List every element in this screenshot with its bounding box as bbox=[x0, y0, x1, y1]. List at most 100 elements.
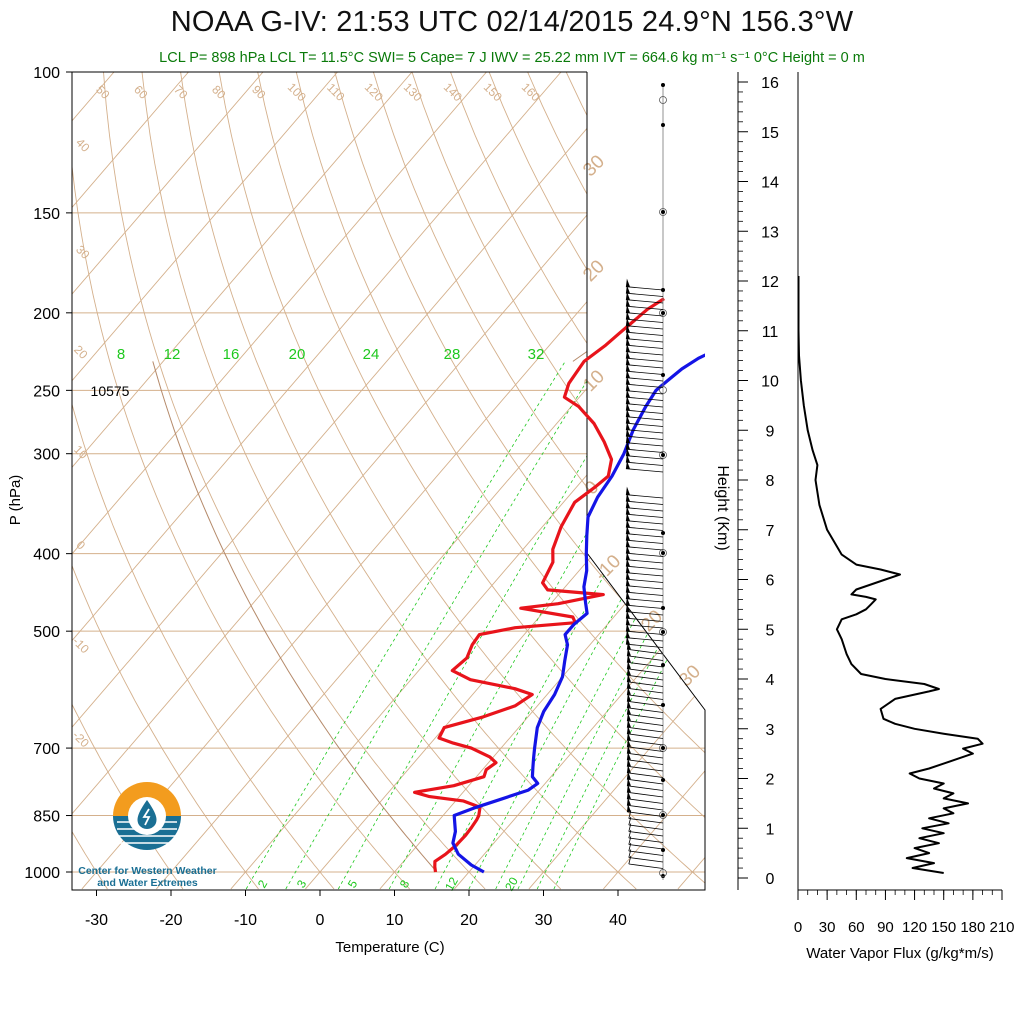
mixing-ratio-label: 28 bbox=[444, 346, 461, 363]
skew-t-background bbox=[72, 72, 705, 890]
dry-adiabat bbox=[72, 703, 184, 890]
wind-barb-flag bbox=[626, 660, 631, 669]
wind-barb-flag bbox=[625, 317, 630, 326]
wind-barb-shaft bbox=[625, 578, 664, 583]
barb-station-dot bbox=[661, 373, 665, 377]
wind-barb-shaft bbox=[625, 286, 664, 291]
wind-barb-shaft bbox=[628, 850, 664, 856]
wind-barb-shaft bbox=[625, 468, 664, 473]
y-tick-label: 850 bbox=[33, 809, 60, 826]
wind-barb-flag bbox=[625, 298, 630, 307]
dry-adiabat bbox=[72, 402, 335, 890]
wind-barb-shaft bbox=[625, 409, 664, 414]
wind-barb-shaft bbox=[625, 442, 664, 447]
wind-barb-flag bbox=[626, 803, 631, 812]
wind-barb-shaft bbox=[625, 396, 664, 401]
mixing-ratio-label: 2 bbox=[255, 877, 271, 890]
wind-barb-flag bbox=[626, 719, 631, 728]
barb-station-dot bbox=[661, 746, 665, 750]
height-tick-label: 3 bbox=[766, 722, 775, 739]
x-tick-label: 0 bbox=[316, 912, 325, 929]
wind-barb-flag bbox=[626, 758, 631, 767]
wind-barb-flag bbox=[626, 712, 631, 721]
wind-barb-shaft bbox=[625, 383, 664, 388]
wind-barb-flag bbox=[625, 428, 630, 437]
logo-text: Center for Western Weather and Water Ext… bbox=[70, 865, 225, 889]
wind-barb-flag bbox=[625, 493, 630, 502]
wind-barb-flag bbox=[625, 382, 630, 391]
wind-barb-shaft bbox=[625, 546, 664, 551]
mixing-ratio-label: 12 bbox=[442, 874, 461, 893]
height-tick-label: 10 bbox=[761, 374, 779, 391]
wind-barb-shaft bbox=[626, 791, 664, 798]
wind-barb-shaft bbox=[625, 338, 664, 343]
wind-barb-shaft bbox=[625, 533, 664, 538]
dry-adiabat-label: 160 bbox=[519, 80, 543, 104]
logo-bolt-icon bbox=[142, 808, 151, 826]
wind-barb-flag bbox=[625, 506, 630, 515]
wind-barb-flag bbox=[626, 725, 631, 734]
mixing-ratio-label: 5 bbox=[345, 877, 361, 890]
wind-barb-shaft bbox=[626, 687, 664, 694]
isotherm-line bbox=[528, 683, 705, 890]
wind-barb-shaft bbox=[625, 455, 664, 460]
wind-barb-flag bbox=[625, 525, 630, 534]
wind-barb-shaft bbox=[625, 526, 664, 531]
wind-barb-flag bbox=[625, 441, 630, 450]
wind-barb-shaft bbox=[625, 520, 664, 525]
wind-barb-shaft bbox=[626, 713, 664, 720]
wind-barb-flag bbox=[626, 699, 631, 708]
isotherm-line bbox=[379, 510, 705, 890]
dry-adiabat-label: 20 bbox=[71, 342, 91, 362]
skew-t-frame bbox=[71, 72, 706, 891]
wind-barb-flag bbox=[626, 771, 631, 780]
wind-barb-shaft bbox=[625, 416, 664, 421]
height-tick-label: 6 bbox=[766, 573, 775, 590]
flux-x-tick-label: 120 bbox=[902, 919, 927, 936]
barb-station-dot bbox=[661, 703, 665, 707]
wind-barb-shaft bbox=[625, 429, 664, 434]
flux-x-tick-label: 60 bbox=[848, 919, 865, 936]
barb-station-dot bbox=[661, 778, 665, 782]
flux-x-tick-label: 0 bbox=[794, 919, 802, 936]
wind-barb-shaft bbox=[626, 694, 664, 700]
height-tick-label: 4 bbox=[766, 672, 775, 689]
flux-x-tick-label: 90 bbox=[877, 919, 894, 936]
x-tick-label: -30 bbox=[85, 912, 108, 929]
logo-text-line1: Center for Western Weather bbox=[78, 865, 217, 877]
mixing-ratio-label: 20 bbox=[502, 874, 521, 893]
x-tick-label: -10 bbox=[234, 912, 257, 929]
wind-barb-flag bbox=[625, 590, 630, 599]
height-tick-label: 2 bbox=[766, 772, 775, 789]
wind-barb-shaft bbox=[626, 798, 664, 804]
wind-barb-tick bbox=[628, 829, 632, 839]
wind-barb-flag bbox=[626, 784, 631, 793]
wind-barb-shaft bbox=[625, 572, 664, 577]
isotherm-line bbox=[72, 72, 636, 728]
dry-adiabat-label: 0 bbox=[74, 538, 89, 553]
height-tick-label: 15 bbox=[761, 125, 779, 142]
wind-barb-shaft bbox=[625, 357, 664, 362]
wind-barb-flag bbox=[625, 421, 630, 430]
wind-barb-shaft bbox=[625, 344, 664, 349]
x-axis-label: Temperature (C) bbox=[335, 939, 444, 956]
dry-adiabat-label: -20 bbox=[70, 728, 92, 750]
wind-barb-flag bbox=[625, 337, 630, 346]
wind-barb-shaft bbox=[625, 403, 664, 408]
wind-barb-flag bbox=[625, 343, 630, 352]
y-tick-label: 1000 bbox=[24, 865, 60, 882]
wind-barb-shaft bbox=[628, 844, 664, 850]
wind-barb-flag bbox=[626, 654, 631, 663]
dry-adiabat bbox=[681, 72, 705, 114]
wind-barb-shaft bbox=[625, 643, 664, 648]
dry-adiabat bbox=[411, 72, 705, 563]
height-tick-label: 14 bbox=[761, 175, 779, 192]
wind-barb-shaft bbox=[625, 299, 664, 304]
x-tick-label: -20 bbox=[159, 912, 182, 929]
dry-adiabat-label: 30 bbox=[73, 242, 93, 262]
wind-barb-tick bbox=[628, 855, 632, 865]
wind-barb-flag bbox=[625, 610, 630, 619]
barb-station-dot bbox=[661, 210, 665, 214]
wind-barb-tick bbox=[628, 842, 632, 852]
mixing-ratio-line bbox=[495, 488, 705, 890]
